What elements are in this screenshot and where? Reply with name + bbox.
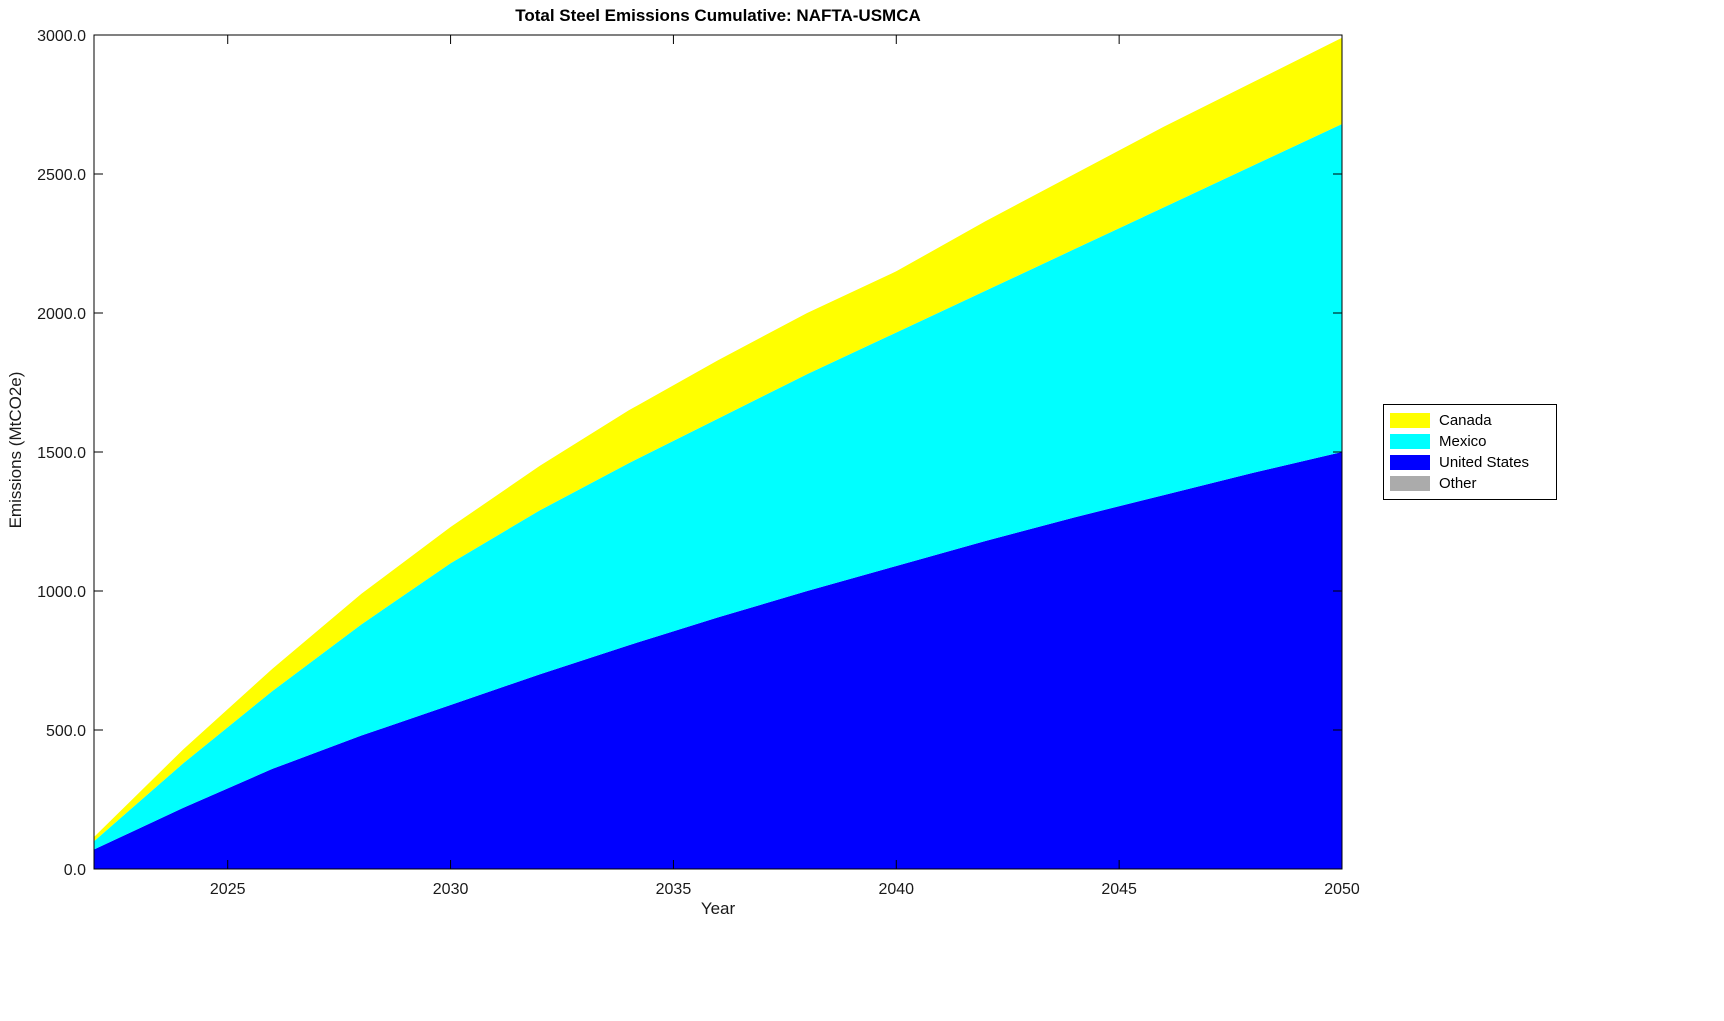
chart-title: Total Steel Emissions Cumulative: NAFTA-… <box>515 6 921 25</box>
x-tick-label: 2050 <box>1324 881 1360 898</box>
x-tick-label: 2025 <box>210 881 246 898</box>
y-tick-label: 3000.0 <box>37 28 86 45</box>
legend-item-other: Other <box>1390 473 1550 494</box>
legend-label: Other <box>1439 475 1477 492</box>
legend-label: Mexico <box>1439 433 1487 450</box>
legend-swatch-mexico <box>1390 434 1430 449</box>
legend-label: Canada <box>1439 412 1492 429</box>
legend: Canada Mexico United States Other <box>1383 404 1557 500</box>
area-mexico <box>94 123 1342 850</box>
legend-swatch-other <box>1390 476 1430 491</box>
legend-swatch-united-states <box>1390 455 1430 470</box>
y-tick-label: 2000.0 <box>37 306 86 323</box>
legend-item-united-states: United States <box>1390 452 1550 473</box>
legend-item-mexico: Mexico <box>1390 431 1550 452</box>
y-tick-label: 1500.0 <box>37 445 86 462</box>
x-tick-label: 2030 <box>433 881 469 898</box>
y-tick-label: 2500.0 <box>37 167 86 184</box>
legend-item-canada: Canada <box>1390 410 1550 431</box>
y-tick-label: 1000.0 <box>37 584 86 601</box>
y-tick-label: 500.0 <box>46 723 86 740</box>
y-tick-label: 0.0 <box>64 862 86 879</box>
area-canada <box>94 37 1342 842</box>
area-united-states <box>94 452 1342 869</box>
x-axis-label: Year <box>700 899 736 918</box>
x-tick-label: 2035 <box>656 881 692 898</box>
legend-swatch-canada <box>1390 413 1430 428</box>
x-tick-label: 2045 <box>1101 881 1137 898</box>
legend-label: United States <box>1439 454 1530 471</box>
x-tick-label: 2040 <box>878 881 914 898</box>
